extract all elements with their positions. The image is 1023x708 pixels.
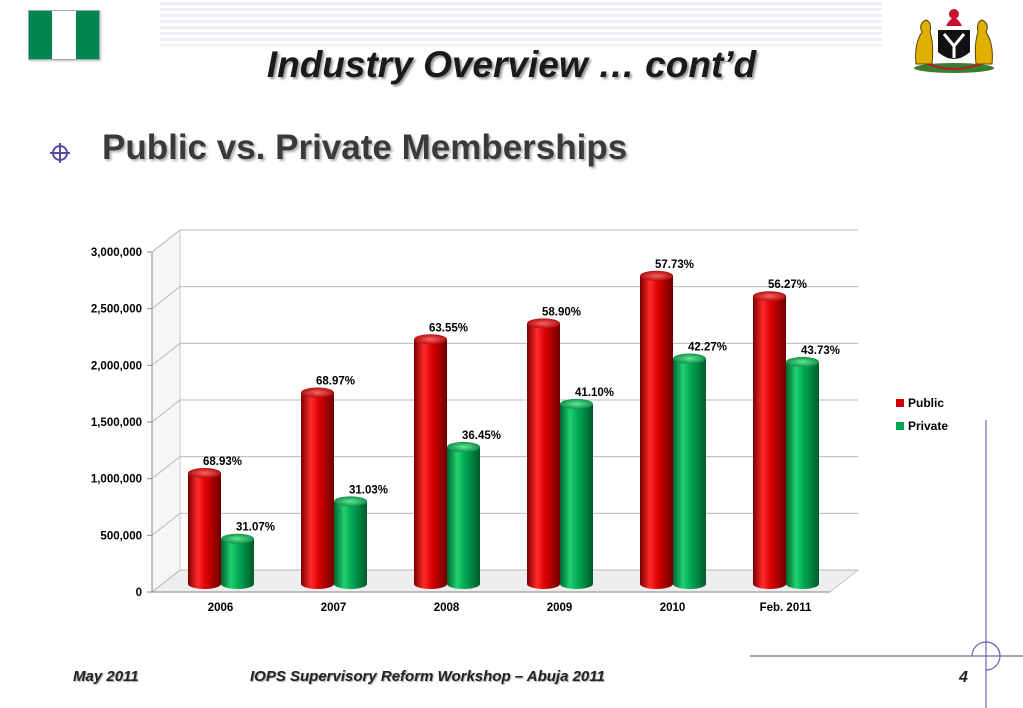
x-tick-label: 2010 [660,602,686,614]
bar-cap-private [334,496,367,507]
bar-cap-private [221,533,254,544]
legend-swatch-public [896,399,904,407]
bar-public [753,296,786,589]
data-label-private: 41.10% [575,387,614,399]
y-tick-label: 500,000 [100,530,142,542]
slide-subtitle: Public vs. Private Memberships [102,128,628,167]
footer-date: May 2011 [73,668,139,685]
data-label-public: 68.93% [203,456,242,468]
bar-cap-public [640,270,673,281]
x-tick-label: 2007 [321,602,347,614]
crosshair-bullet-icon [50,143,70,163]
legend-label-public: Public [908,396,944,410]
x-tick-label: 2009 [547,602,573,614]
bar-public [188,473,221,589]
y-tick-label: 0 [136,587,142,599]
gridline [151,342,858,366]
data-label-private: 31.07% [236,522,275,534]
bar-public [640,275,673,589]
coat-of-arms-icon [914,9,994,73]
footer-event: IOPS Supervisory Reform Workshop – Abuja… [250,668,605,685]
data-label-private: 36.45% [462,430,501,442]
gridline [151,456,858,480]
corner-decoration [750,420,1023,708]
data-label-public: 63.55% [429,322,468,334]
data-label-public: 68.97% [316,376,355,388]
gridline [151,569,858,593]
bar-cap-private [447,441,480,452]
bar-private [447,446,480,589]
legend-label-private: Private [908,419,948,433]
data-label-private: 42.27% [688,342,727,354]
bar-private [221,538,254,589]
x-tick-label: 2006 [208,602,234,614]
data-label-public: 56.27% [768,279,807,291]
page-title: Industry Overview … cont’d [266,44,757,85]
data-label-public: 58.90% [542,306,581,318]
gridline [151,286,858,310]
bar-cap-public [753,291,786,302]
bar-cap-public [188,468,221,478]
data-label-public: 57.73% [655,259,694,271]
legend-swatch-private [896,422,904,430]
bar-cap-private [786,356,819,367]
page-number: 4 [959,669,968,686]
y-tick-label: 2,500,000 [91,304,142,316]
bar-private [560,403,593,589]
bar-cap-private [560,398,593,409]
y-tick-label: 1,500,000 [91,417,142,429]
data-label-private: 43.73% [801,345,840,357]
gridline [151,229,858,253]
x-tick-label: Feb. 2011 [760,602,812,614]
bar-public [527,323,560,589]
bar-cap-public [527,318,560,329]
y-tick-label: 2,000,000 [91,360,142,372]
bar-private [786,361,819,589]
nigeria-flag [28,10,100,60]
bar-public [414,339,447,589]
x-tick-label: 2008 [434,602,460,614]
gridline [151,512,858,536]
header-band [160,2,882,46]
bar-cap-public [301,387,334,398]
bar-public [301,392,334,589]
bar-cap-private [673,353,706,364]
y-tick-label: 3,000,000 [91,247,142,259]
data-label-private: 31.03% [349,484,388,496]
bar-cap-public [414,334,447,345]
y-tick-label: 1,000,000 [91,474,142,486]
gridline [151,399,858,423]
bar-private [334,501,367,589]
bar-private [673,358,706,589]
